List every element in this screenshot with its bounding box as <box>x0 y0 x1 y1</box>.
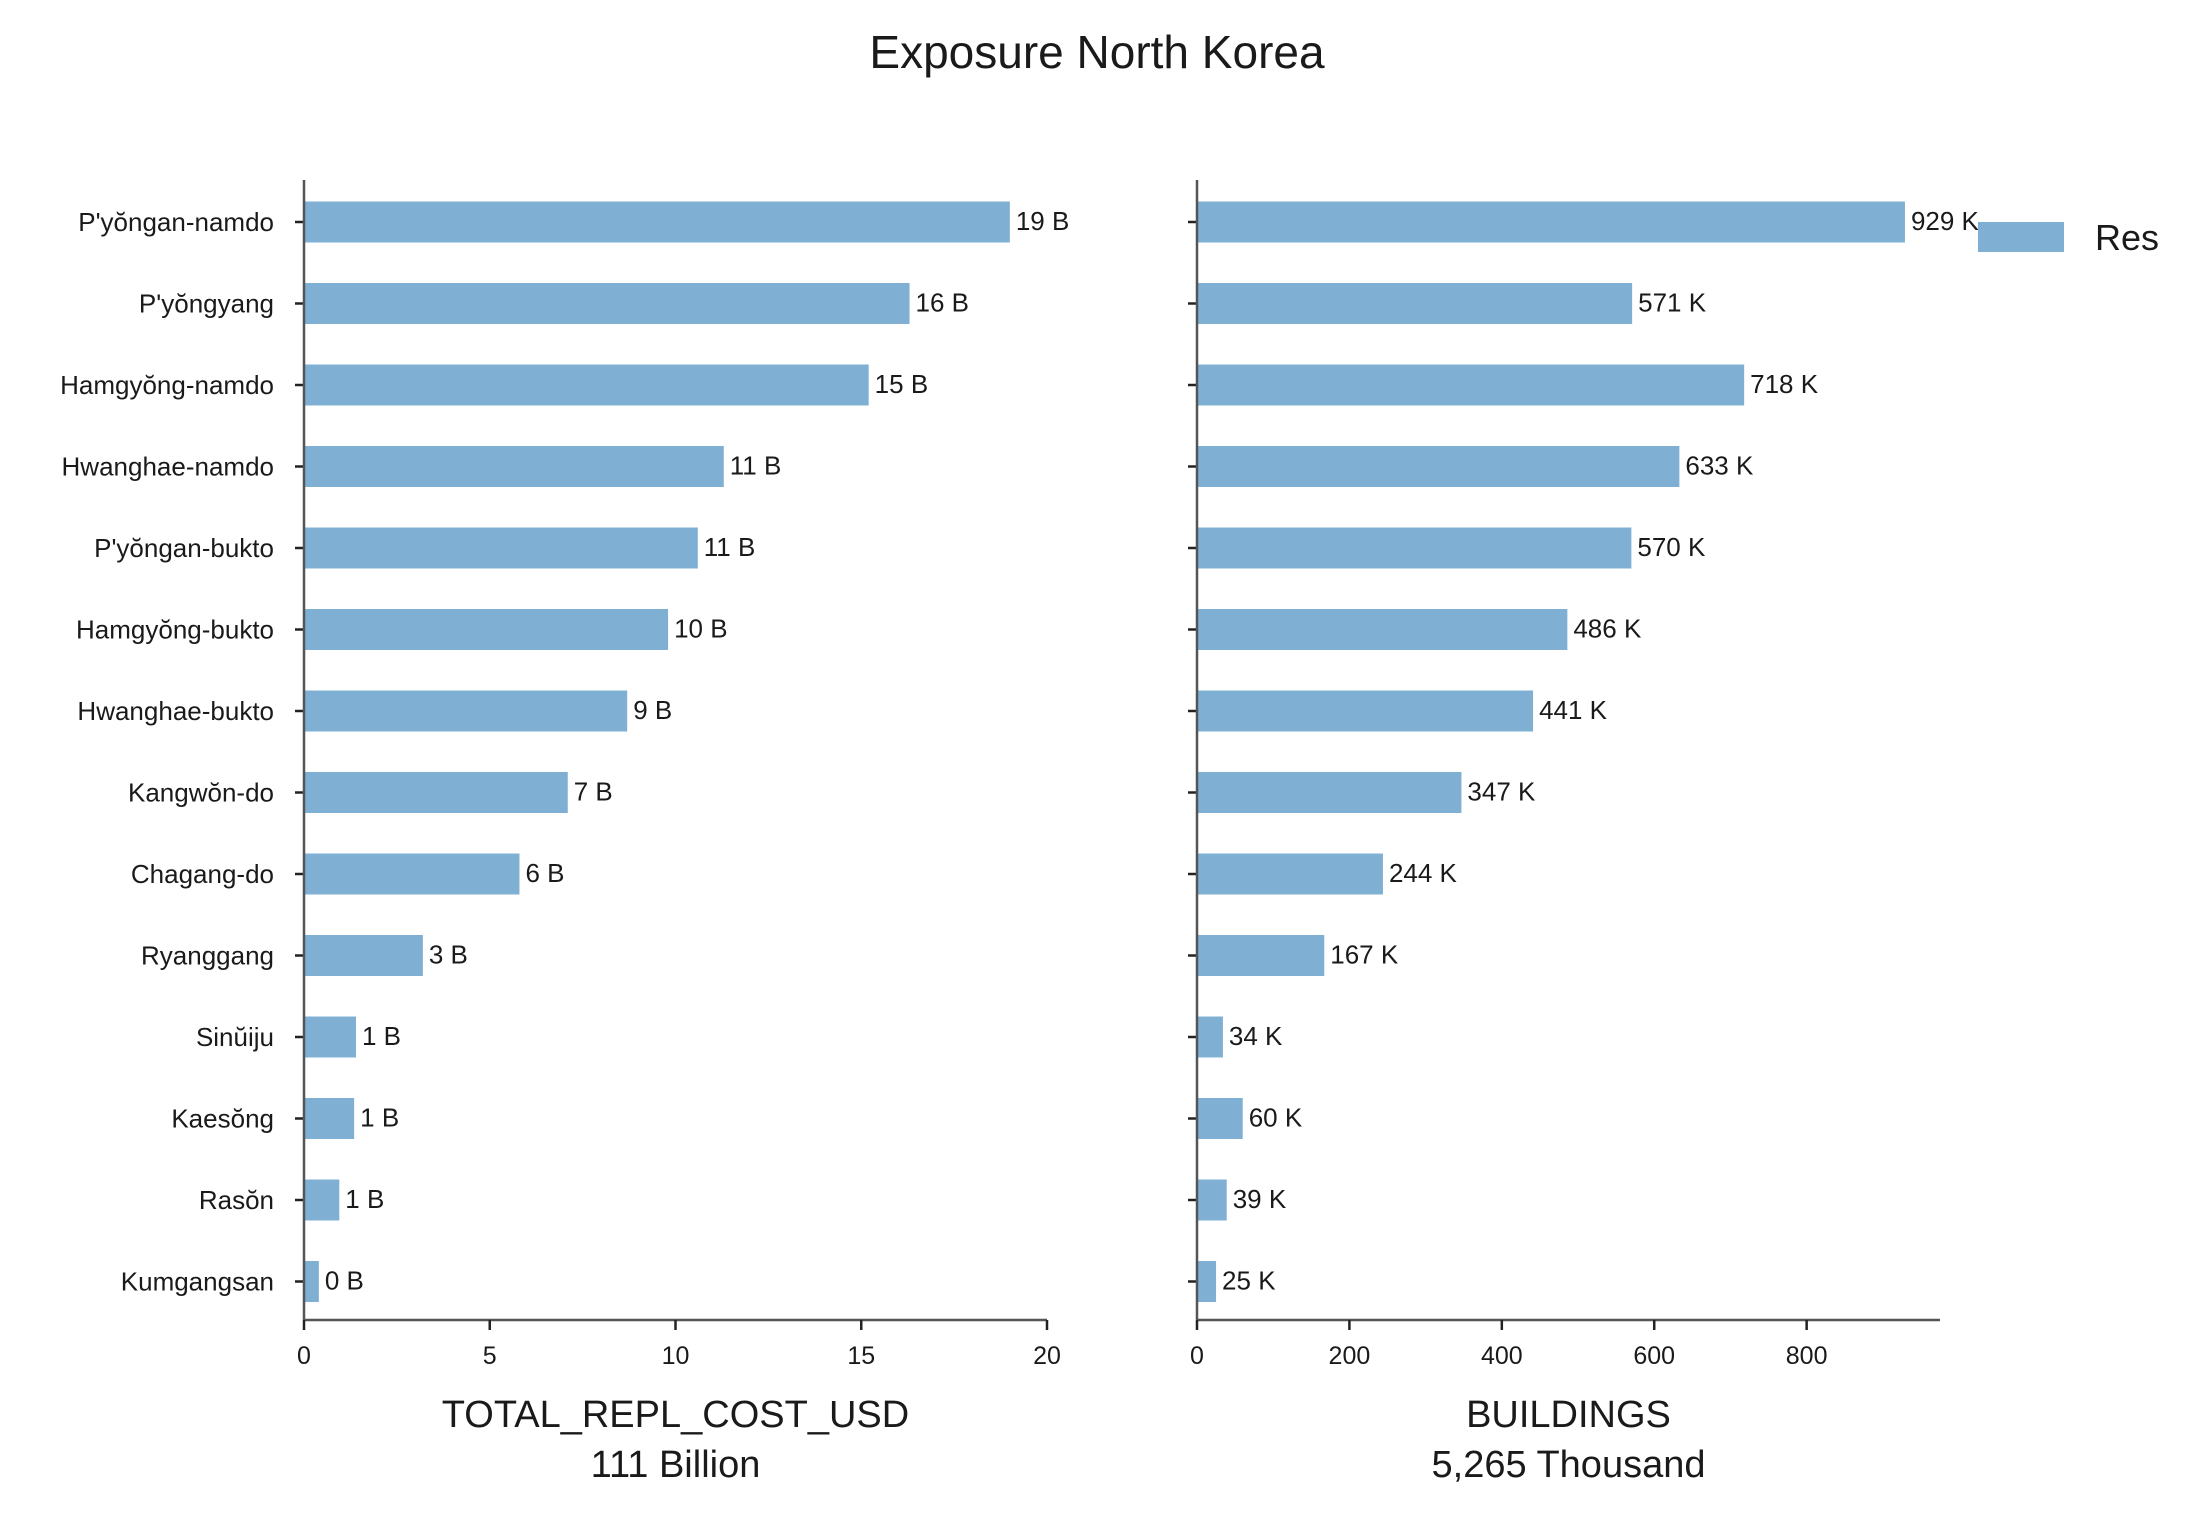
x-tick-label: 200 <box>1329 1342 1371 1370</box>
bar <box>1197 1098 1243 1139</box>
x-tick-label: 0 <box>297 1342 311 1370</box>
bar <box>304 1098 355 1139</box>
x-tick-label: 600 <box>1633 1342 1675 1370</box>
bar <box>1197 201 1905 243</box>
bar <box>304 853 520 895</box>
bar <box>304 1179 340 1221</box>
bar <box>304 690 628 732</box>
category-label: Kangwŏn-do <box>128 778 274 808</box>
category-label: Kaesŏng <box>171 1104 274 1134</box>
category-label: P'yŏngan-namdo <box>78 207 274 237</box>
category-label: Rasŏn <box>199 1185 274 1215</box>
data-label: 11 B <box>730 451 782 481</box>
category-label: Hamgyŏng-namdo <box>60 370 274 400</box>
bar <box>1197 283 1633 324</box>
category-label: Hwanghae-namdo <box>62 452 274 482</box>
x-axis-title: BUILDINGS <box>1466 1394 1671 1436</box>
legend: Res <box>1978 217 2159 258</box>
panel-1: P'yŏngan-namdo 19 B P'yŏngyang 16 B Hamgyŏng… <box>60 180 1069 1486</box>
data-label: 718 K <box>1750 369 1819 399</box>
category-label: Chagang-do <box>131 859 274 889</box>
data-label: 633 K <box>1685 451 1754 481</box>
data-label: 39 K <box>1233 1184 1287 1214</box>
category-label: Hwanghae-bukto <box>77 696 274 726</box>
data-label: 60 K <box>1249 1103 1303 1133</box>
data-label: 25 K <box>1222 1266 1276 1296</box>
data-label: 486 K <box>1573 614 1642 644</box>
data-label: 929 K <box>1911 206 1980 236</box>
bar <box>1197 1016 1223 1058</box>
category-label: Ryanggang <box>141 941 274 971</box>
legend-label-res: Res <box>2095 217 2159 258</box>
legend-swatch <box>1978 222 2064 252</box>
bar <box>304 364 869 406</box>
panel-2: 929 K 571 K 718 K 633 K 570 K 486 K 441 K 347 K… <box>1188 180 1980 1486</box>
x-tick-label: 20 <box>1033 1342 1061 1370</box>
bar <box>304 283 910 324</box>
data-label: 9 B <box>633 695 672 725</box>
x-tick-label: 800 <box>1786 1342 1828 1370</box>
category-label: P'yŏngyang <box>139 289 274 319</box>
data-label: 347 K <box>1467 777 1536 807</box>
data-label: 11 B <box>704 532 756 562</box>
bar <box>1197 1261 1217 1302</box>
data-label: 167 K <box>1330 940 1399 970</box>
x-tick-label: 15 <box>847 1342 875 1370</box>
bar <box>1197 935 1325 976</box>
bar <box>1197 1179 1227 1221</box>
bar <box>304 609 669 650</box>
x-tick-label: 10 <box>662 1342 690 1370</box>
bar <box>304 935 423 976</box>
data-label: 19 B <box>1016 206 1070 236</box>
bar <box>304 1261 319 1302</box>
data-label: 571 K <box>1638 288 1707 318</box>
bar <box>304 201 1010 243</box>
bar <box>1197 446 1680 487</box>
category-label: P'yŏngan-bukto <box>94 533 274 563</box>
data-label: 10 B <box>674 614 728 644</box>
data-label: 1 B <box>362 1021 401 1051</box>
data-label: 16 B <box>916 288 970 318</box>
data-label: 570 K <box>1637 532 1706 562</box>
data-label: 15 B <box>875 369 929 399</box>
data-label: 1 B <box>360 1103 399 1133</box>
data-label: 7 B <box>574 777 613 807</box>
bar <box>304 772 568 813</box>
data-label: 34 K <box>1229 1021 1283 1051</box>
chart-title: Exposure North Korea <box>869 26 1325 78</box>
data-label: 1 B <box>345 1184 384 1214</box>
x-tick-label: 0 <box>1190 1342 1204 1370</box>
bar <box>304 1016 357 1058</box>
data-label: 244 K <box>1389 858 1458 888</box>
bar <box>1197 527 1632 569</box>
data-label: 6 B <box>525 858 564 888</box>
x-tick-label: 400 <box>1481 1342 1523 1370</box>
x-axis-subtitle: 111 Billion <box>591 1444 761 1486</box>
bar <box>1197 853 1383 895</box>
bar <box>304 527 698 569</box>
data-label: 441 K <box>1539 695 1608 725</box>
data-label: 3 B <box>429 940 468 970</box>
category-label: Sinŭiju <box>196 1022 274 1052</box>
data-label: 0 B <box>325 1266 364 1296</box>
x-axis-subtitle: 5,265 Thousand <box>1432 1444 1706 1486</box>
x-axis-title: TOTAL_REPL_COST_USD <box>442 1394 909 1436</box>
bar <box>304 446 724 487</box>
bar <box>1197 690 1534 732</box>
bar <box>1197 772 1462 813</box>
category-label: Kumgangsan <box>121 1267 274 1297</box>
bar <box>1197 609 1568 650</box>
bar <box>1197 364 1745 406</box>
x-tick-label: 5 <box>483 1342 497 1370</box>
category-label: Hamgyŏng-bukto <box>76 615 274 645</box>
